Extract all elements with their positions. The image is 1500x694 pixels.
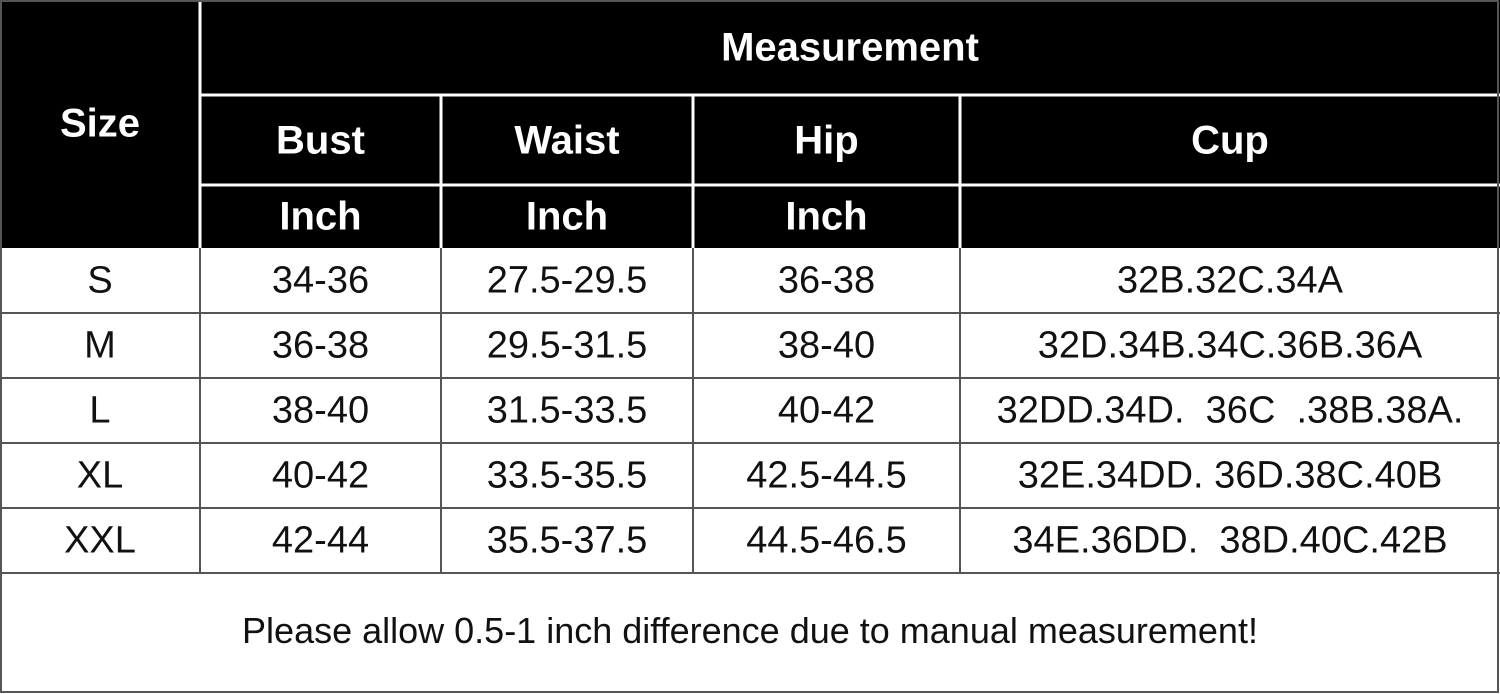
cell: 34E.36DD. 38D.40C.42B — [1012, 520, 1447, 562]
cell: 32D.34B.34C.36B.36A — [1038, 325, 1423, 367]
cell: 42.5-44.5 — [746, 455, 907, 497]
cell: 32B.32C.34A — [1117, 260, 1344, 302]
cell: S — [87, 260, 112, 302]
cell: 33.5-35.5 — [487, 455, 648, 497]
cell: XXL — [64, 520, 136, 562]
note: Please allow 0.5-1 inch difference due t… — [242, 610, 1258, 651]
unit-header: Inch — [526, 195, 608, 239]
size-header: Size — [60, 102, 140, 146]
cell: 38-40 — [272, 390, 369, 432]
column-header: Waist — [514, 119, 619, 163]
cell: 36-38 — [778, 260, 875, 302]
cell: 27.5-29.5 — [487, 260, 648, 302]
column-header: Hip — [794, 119, 858, 163]
cell: L — [89, 390, 110, 432]
header-dividers — [198, 0, 1500, 248]
cell: M — [84, 325, 116, 367]
cell: 44.5-46.5 — [746, 520, 907, 562]
column-header: Bust — [276, 119, 365, 163]
cell: 36-38 — [272, 325, 369, 367]
unit-header: Inch — [785, 195, 867, 239]
cell: 31.5-33.5 — [487, 390, 648, 432]
cell: 40-42 — [778, 390, 875, 432]
cell: XL — [77, 455, 123, 497]
column-header: Cup — [1191, 119, 1269, 163]
unit-header: Inch — [279, 195, 361, 239]
cell: 34-36 — [272, 260, 369, 302]
cell: 42-44 — [272, 520, 369, 562]
cell: 35.5-37.5 — [487, 520, 648, 562]
cell: 32E.34DD. 36D.38C.40B — [1018, 455, 1443, 497]
header-background — [0, 0, 1500, 248]
measurement-header: Measurement — [721, 26, 979, 70]
cell: 29.5-31.5 — [487, 325, 648, 367]
cell: 38-40 — [778, 325, 875, 367]
cell: 40-42 — [272, 455, 369, 497]
cell: 32DD.34D. 36C .38B.38A. — [997, 390, 1464, 432]
